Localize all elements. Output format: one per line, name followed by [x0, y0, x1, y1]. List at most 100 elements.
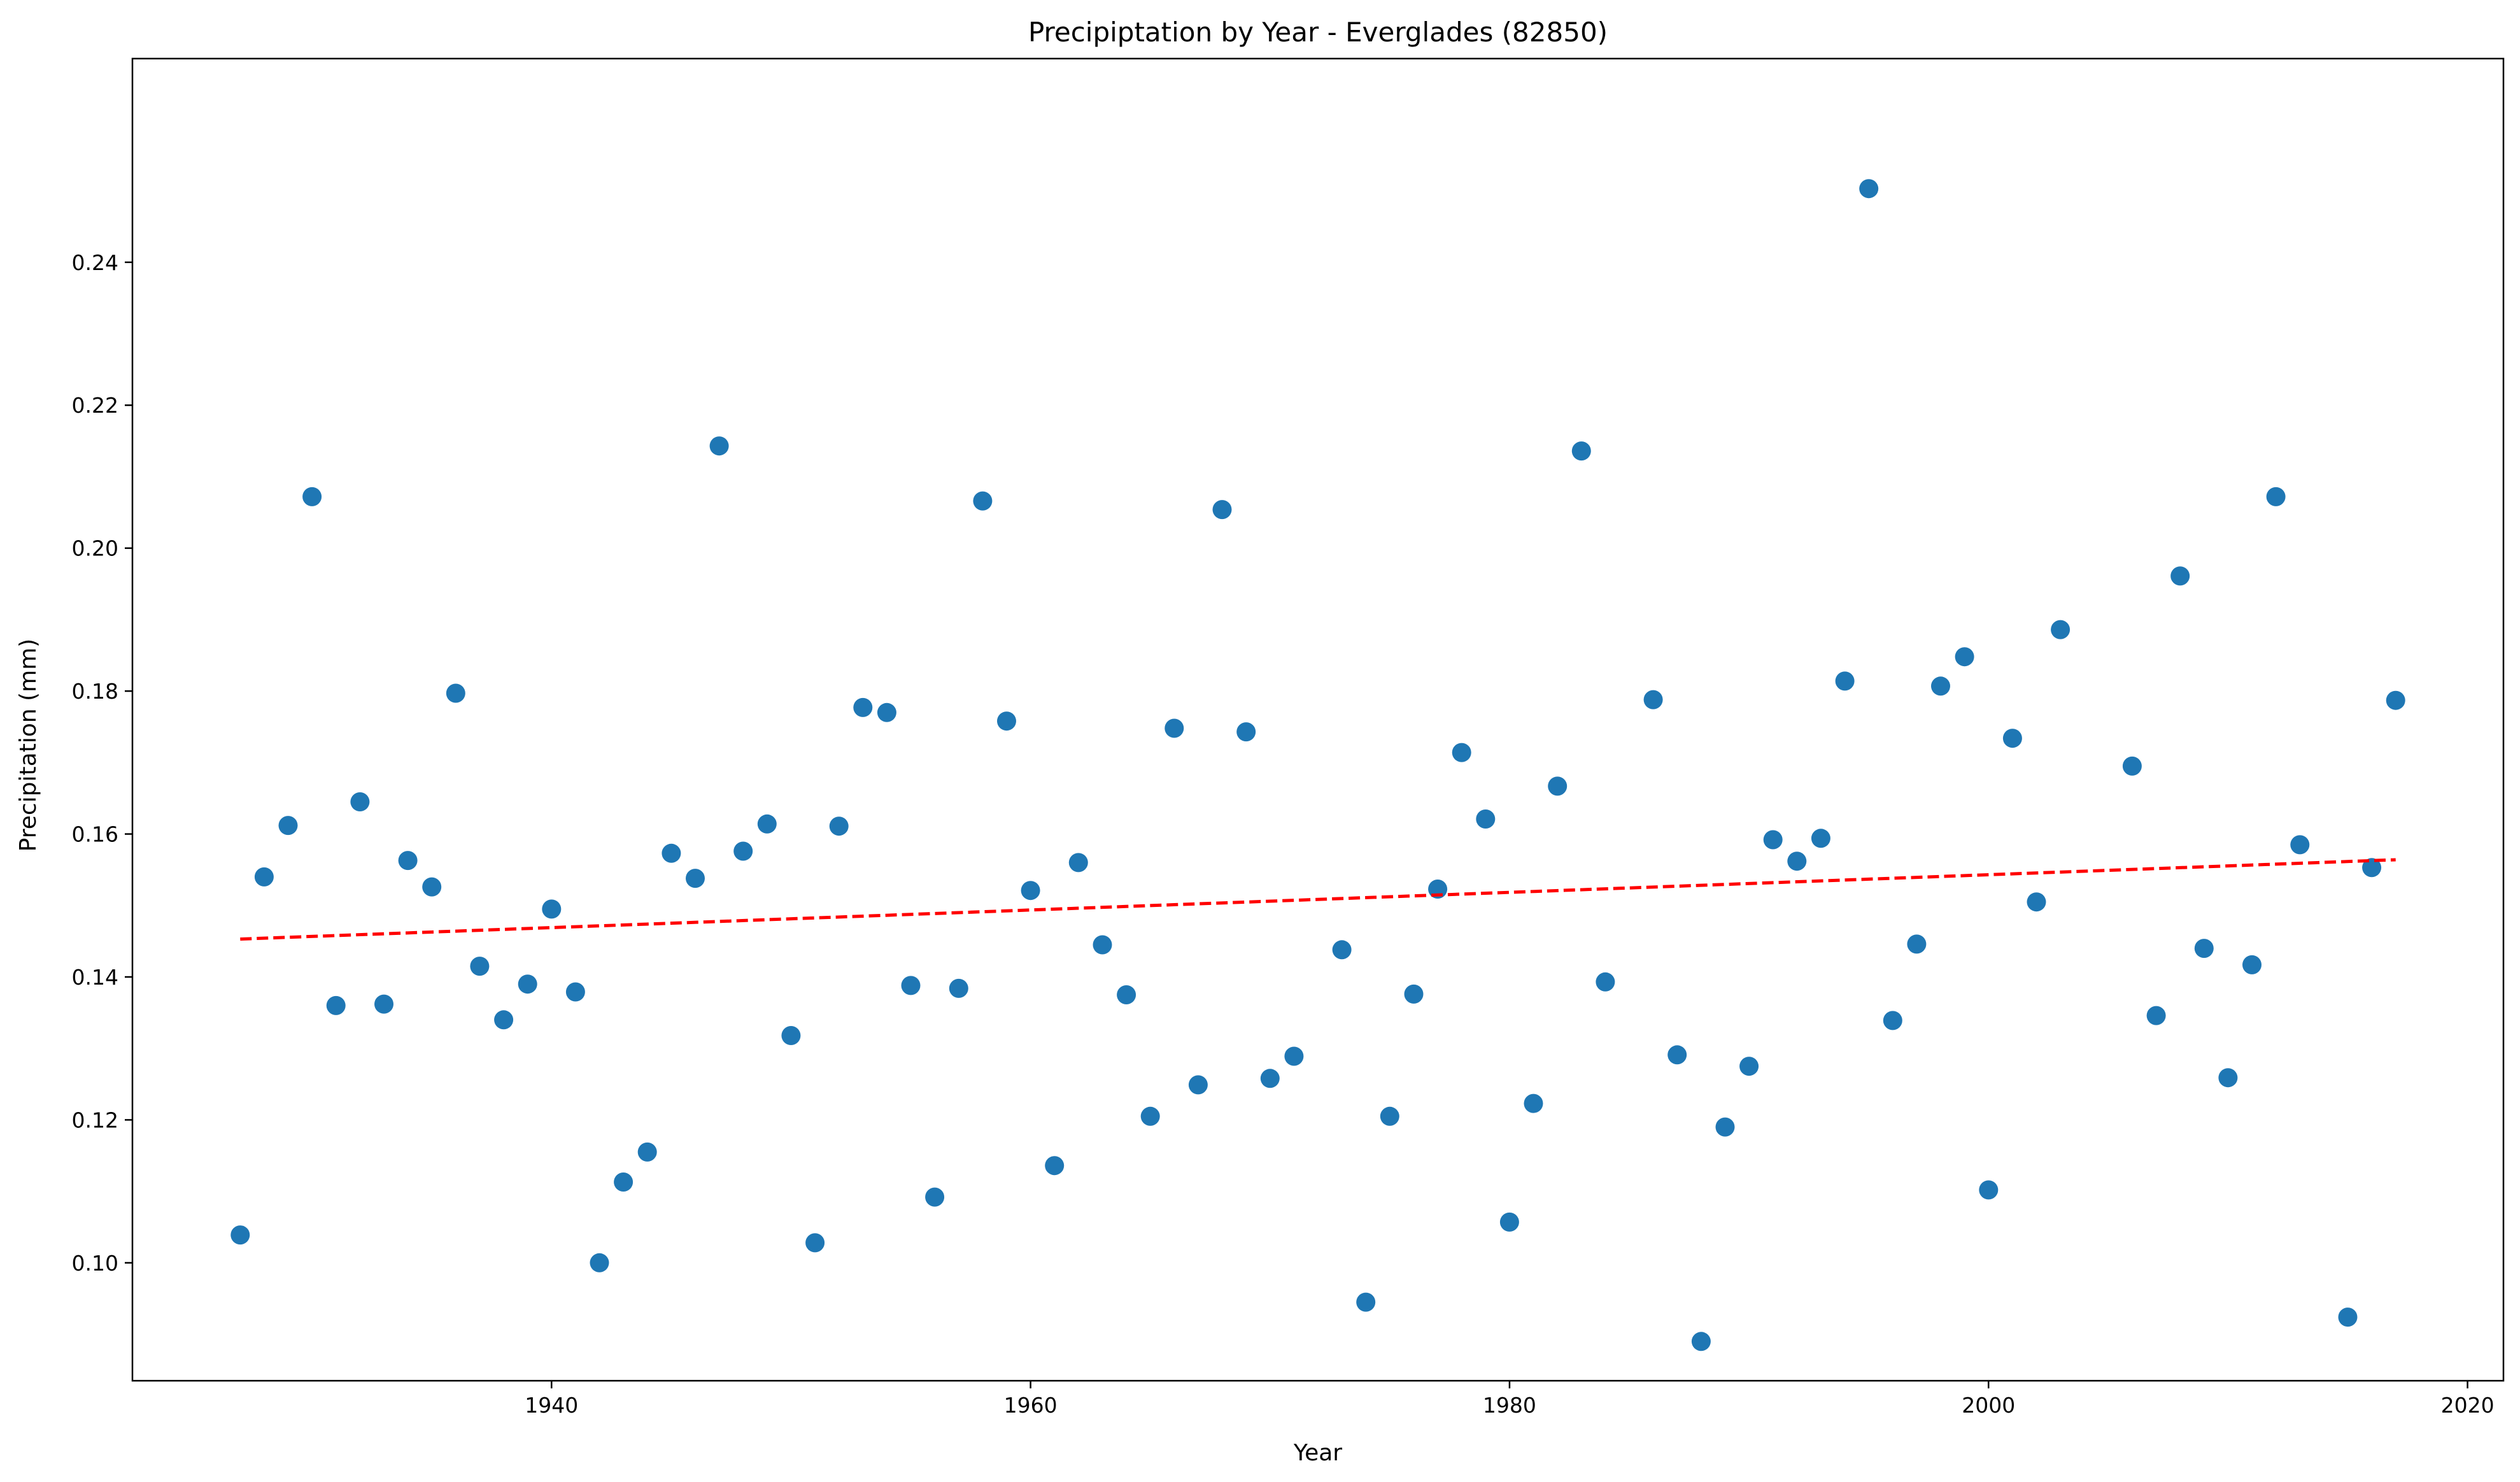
data-point — [973, 491, 993, 511]
data-point — [1787, 851, 1807, 871]
data-point — [1548, 776, 1568, 796]
data-point — [1404, 984, 1424, 1004]
data-point — [326, 995, 346, 1015]
data-point — [1859, 179, 1879, 199]
data-point — [374, 994, 393, 1014]
data-point — [949, 978, 968, 998]
data-point — [2170, 566, 2190, 586]
data-point — [686, 869, 705, 888]
data-point — [2290, 835, 2310, 855]
y-axis-label: Precipitation (mm) — [15, 639, 41, 852]
data-point — [853, 697, 873, 717]
y-tick-label: 0.14 — [72, 965, 118, 990]
x-axis-label: Year — [1293, 1440, 1342, 1466]
data-point — [1188, 1075, 1208, 1095]
data-point — [901, 976, 921, 995]
data-point — [494, 1010, 514, 1030]
data-point — [709, 436, 729, 456]
data-point — [1260, 1069, 1280, 1088]
axes-frame — [131, 57, 2505, 1382]
data-point — [1045, 1156, 1065, 1176]
y-tick-label: 0.16 — [72, 822, 118, 847]
data-point — [997, 711, 1016, 731]
data-point — [446, 683, 465, 703]
data-point — [614, 1172, 634, 1192]
data-point — [2386, 690, 2405, 710]
data-point — [1571, 441, 1591, 461]
data-point — [518, 974, 537, 994]
data-point — [1931, 676, 1950, 696]
x-tick-label: 1940 — [525, 1393, 578, 1418]
data-point — [2122, 756, 2142, 776]
y-tick-label: 0.18 — [72, 679, 118, 704]
y-tick-label: 0.22 — [72, 393, 118, 418]
data-point — [565, 982, 585, 1002]
data-point — [1021, 881, 1040, 901]
data-point — [590, 1253, 609, 1272]
data-point — [877, 702, 896, 722]
x-tick-label: 1960 — [1004, 1393, 1058, 1418]
data-point — [1907, 934, 1927, 954]
data-point — [2362, 858, 2382, 878]
data-point — [2002, 729, 2022, 748]
trend-line — [240, 858, 2396, 941]
data-point — [1164, 718, 1184, 738]
data-point — [1284, 1046, 1304, 1066]
data-point — [1332, 940, 1352, 960]
data-point — [2218, 1068, 2238, 1088]
data-point — [230, 1225, 250, 1245]
data-point — [1452, 743, 1471, 762]
data-point — [1068, 853, 1088, 873]
data-point — [781, 1026, 801, 1045]
data-point — [805, 1233, 825, 1253]
data-point — [350, 792, 370, 811]
data-point — [470, 957, 490, 976]
data-point — [1212, 500, 1232, 520]
plot-area: 1940 1960 1980 2000 2020 0.10 0.12 0.14 0.16 0.18… — [72, 57, 2505, 1418]
y-tick-label: 0.20 — [72, 536, 118, 561]
data-point — [662, 843, 681, 863]
data-point — [1596, 972, 1615, 992]
data-point — [1140, 1106, 1160, 1126]
x-tick-label: 2020 — [2441, 1393, 2495, 1418]
y-tick-label: 0.10 — [72, 1251, 118, 1276]
data-point — [1811, 829, 1830, 848]
data-point — [2242, 955, 2262, 974]
x-tick-label: 2000 — [1962, 1393, 2015, 1418]
data-point — [1499, 1212, 1519, 1232]
data-point — [1715, 1117, 1735, 1137]
data-point — [637, 1142, 657, 1162]
data-point — [1236, 722, 1256, 742]
data-point — [1356, 1292, 1376, 1312]
data-point — [1979, 1180, 1999, 1200]
data-point — [1667, 1045, 1687, 1065]
data-point — [1380, 1106, 1399, 1126]
data-point — [278, 816, 298, 836]
data-point — [1524, 1094, 1543, 1113]
data-point — [2266, 487, 2286, 506]
data-point — [254, 867, 274, 887]
data-point — [1883, 1011, 1902, 1030]
data-point — [829, 816, 849, 836]
data-point — [757, 814, 777, 834]
data-point — [1691, 1332, 1711, 1351]
data-point — [542, 899, 562, 919]
data-point — [2051, 620, 2071, 639]
x-tick-label: 1980 — [1483, 1393, 1536, 1418]
data-point — [2338, 1307, 2358, 1327]
data-point — [2027, 892, 2046, 912]
data-point — [302, 487, 322, 506]
data-point — [1093, 935, 1112, 955]
data-point — [733, 841, 753, 861]
data-point — [1117, 985, 1136, 1004]
y-tick-label: 0.24 — [72, 250, 118, 275]
chart-title: Precipiptation by Year - Everglades (828… — [1028, 17, 1608, 48]
data-point — [1739, 1057, 1759, 1076]
data-point — [1643, 690, 1663, 709]
y-tick-label: 0.12 — [72, 1108, 118, 1132]
data-point — [1476, 809, 1496, 829]
data-point — [398, 851, 418, 871]
data-point — [2194, 939, 2214, 958]
